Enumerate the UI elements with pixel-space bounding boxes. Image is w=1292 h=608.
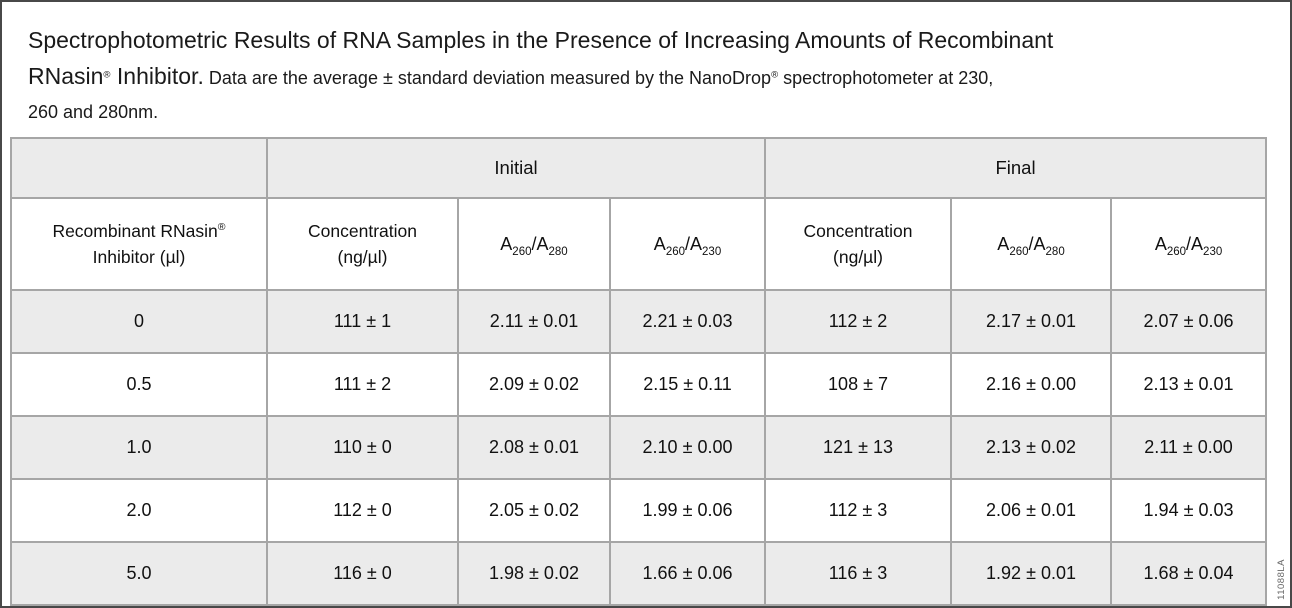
table-cell: 2.07 ± 0.06: [1110, 289, 1268, 354]
table-cell: 121 ± 13: [764, 415, 953, 480]
table-cell: 116 ± 0: [266, 541, 459, 606]
table-cell: 1.68 ± 0.04: [1110, 541, 1268, 606]
col-header-final-a260-a280: A260/A280: [950, 197, 1113, 291]
col-header-final-concentration: Concentration (ng/µl): [764, 197, 953, 291]
registered-mark: ®: [217, 221, 226, 234]
table-cell: 2.11 ± 0.00: [1110, 415, 1268, 480]
table-cell: 2.11 ± 0.01: [457, 289, 611, 354]
table-row: 5.0 116 ± 0 1.98 ± 0.02 1.66 ± 0.06 116 …: [10, 541, 1268, 606]
results-table: Initial Final Recombinant RNasin® Inhibi…: [10, 137, 1268, 606]
table-cell: 2.13 ± 0.01: [1110, 352, 1268, 417]
row-header-inhibitor-volume: 2.0: [10, 478, 268, 543]
table-cell: 2.13 ± 0.02: [950, 415, 1113, 480]
table-cell: 2.06 ± 0.01: [950, 478, 1113, 543]
registered-mark: ®: [103, 69, 111, 81]
table-cell: 112 ± 3: [764, 478, 953, 543]
group-header-final: Final: [764, 137, 1268, 199]
col-header-initial-a260-a230: A260/A230: [608, 197, 767, 291]
table-cell: 2.10 ± 0.00: [608, 415, 767, 480]
row-header-inhibitor-volume: 5.0: [10, 541, 268, 606]
row-header-inhibitor-volume: 0: [10, 289, 268, 354]
table-wrapper: Initial Final Recombinant RNasin® Inhibi…: [10, 137, 1268, 606]
table-cell: 1.94 ± 0.03: [1110, 478, 1268, 543]
table-cell: 111 ± 2: [266, 352, 459, 417]
table-cell: 2.05 ± 0.02: [457, 478, 611, 543]
table-cell: 116 ± 3: [764, 541, 953, 606]
group-header-row: Initial Final: [10, 137, 1268, 199]
table-cell: 2.16 ± 0.00: [950, 352, 1113, 417]
table-cell: 2.17 ± 0.01: [950, 289, 1113, 354]
caption-line-1: Spectrophotometric Results of RNA Sample…: [28, 27, 1054, 53]
table-cell: 111 ± 1: [266, 289, 459, 354]
group-header-initial: Initial: [265, 137, 767, 199]
table-cell: 108 ± 7: [764, 352, 953, 417]
col-header-inhibitor: Recombinant RNasin® Inhibitor (µl): [10, 197, 268, 291]
table-cell: 2.09 ± 0.02: [457, 352, 611, 417]
group-header-empty: [10, 137, 268, 199]
table-cell: 2.15 ± 0.11: [608, 352, 767, 417]
table-cell: 110 ± 0: [266, 415, 459, 480]
col-header-initial-a260-a280: A260/A280: [457, 197, 611, 291]
table-cell: 1.98 ± 0.02: [457, 541, 611, 606]
figure-number: 11088LA: [1276, 559, 1287, 600]
table-row: 0 111 ± 1 2.11 ± 0.01 2.21 ± 0.03 112 ± …: [10, 289, 1268, 354]
caption-line-3: 260 and 280nm.: [28, 102, 159, 122]
table-cell: 1.92 ± 0.01: [950, 541, 1113, 606]
table-row: 2.0 112 ± 0 2.05 ± 0.02 1.99 ± 0.06 112 …: [10, 478, 1268, 543]
table-cell: 1.99 ± 0.06: [608, 478, 767, 543]
registered-mark: ®: [771, 69, 779, 81]
row-header-inhibitor-volume: 1.0: [10, 415, 268, 480]
table-cell: 1.66 ± 0.06: [608, 541, 767, 606]
table-cell: 2.08 ± 0.01: [457, 415, 611, 480]
table-row: 1.0 110 ± 0 2.08 ± 0.01 2.10 ± 0.00 121 …: [10, 415, 1268, 480]
figure-caption: Spectrophotometric Results of RNA Sample…: [28, 24, 1228, 130]
col-header-initial-concentration: Concentration (ng/µl): [266, 197, 459, 291]
row-header-inhibitor-volume: 0.5: [10, 352, 268, 417]
table-cell: 2.21 ± 0.03: [608, 289, 767, 354]
col-header-final-a260-a230: A260/A230: [1110, 197, 1268, 291]
column-header-row: Recombinant RNasin® Inhibitor (µl) Conce…: [10, 197, 1268, 291]
table-cell: 112 ± 0: [266, 478, 459, 543]
caption-line-2: RNasin® Inhibitor. Data are the average …: [28, 63, 994, 89]
table-cell: 112 ± 2: [764, 289, 953, 354]
table-row: 0.5 111 ± 2 2.09 ± 0.02 2.15 ± 0.11 108 …: [10, 352, 1268, 417]
